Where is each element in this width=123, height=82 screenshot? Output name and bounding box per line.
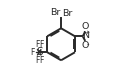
Text: N: N xyxy=(83,31,90,40)
Text: F: F xyxy=(39,40,44,49)
Text: F: F xyxy=(35,56,39,65)
Text: +: + xyxy=(84,30,90,35)
Text: O: O xyxy=(81,22,89,31)
Text: Br: Br xyxy=(62,9,72,18)
Text: Br: Br xyxy=(50,8,61,17)
Text: S: S xyxy=(36,47,43,57)
Text: O: O xyxy=(81,41,89,50)
Text: F: F xyxy=(35,40,39,49)
Text: F: F xyxy=(39,56,44,65)
Text: -: - xyxy=(86,41,89,47)
Text: F: F xyxy=(30,48,35,57)
